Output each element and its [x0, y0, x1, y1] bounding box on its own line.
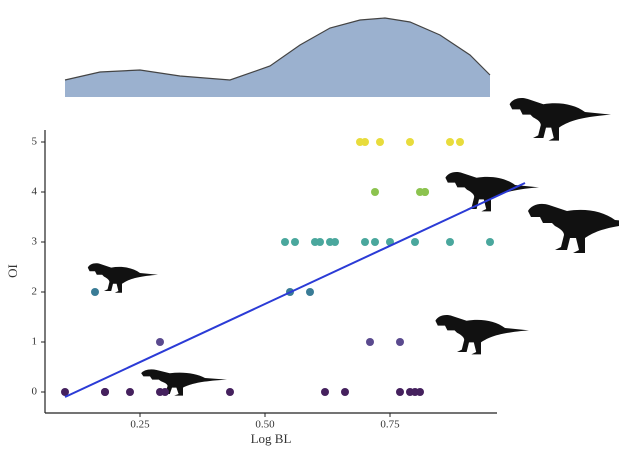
silhouettes: [88, 98, 619, 396]
point: [421, 188, 429, 196]
point: [101, 388, 109, 396]
point: [226, 388, 234, 396]
point: [161, 388, 169, 396]
chart: Log BL OI 0.25 0.50 0.75 0 1 2 3 4 5: [0, 0, 619, 452]
point: [306, 288, 314, 296]
dinosaur: [435, 315, 529, 354]
point: [126, 388, 134, 396]
x-tick-label: 0.25: [130, 419, 150, 431]
trend-line: [65, 183, 525, 397]
point: [291, 238, 299, 246]
point: [486, 238, 494, 246]
point: [361, 238, 369, 246]
dinosaur: [141, 369, 227, 395]
point: [396, 388, 404, 396]
point: [371, 238, 379, 246]
y-tick-label: 5: [32, 136, 38, 148]
y-axis-label: OI: [5, 264, 20, 278]
point: [331, 238, 339, 246]
point: [321, 388, 329, 396]
y-tick-label: 3: [32, 236, 38, 248]
x-tick-label: 0.75: [380, 419, 400, 431]
point: [406, 138, 414, 146]
point: [446, 238, 454, 246]
point: [416, 388, 424, 396]
point: [281, 238, 289, 246]
density-area: [65, 18, 490, 97]
dinosaur: [510, 98, 611, 141]
point: [366, 338, 374, 346]
point: [376, 138, 384, 146]
y-tick-label: 4: [32, 186, 38, 198]
point: [361, 138, 369, 146]
point: [341, 388, 349, 396]
point: [446, 138, 454, 146]
dinosaur: [528, 204, 619, 253]
point: [316, 238, 324, 246]
point: [396, 338, 404, 346]
point: [156, 338, 164, 346]
y-tick-label: 2: [32, 286, 38, 298]
point: [456, 138, 464, 146]
point: [91, 288, 99, 296]
point: [371, 188, 379, 196]
dinosaur: [445, 172, 539, 211]
y-tick-label: 1: [32, 336, 38, 348]
x-tick-label: 0.50: [255, 419, 275, 431]
y-tick-label: 0: [32, 386, 38, 398]
x-axis-label: Log BL: [251, 431, 292, 446]
dinosaur: [88, 263, 158, 293]
point: [411, 238, 419, 246]
